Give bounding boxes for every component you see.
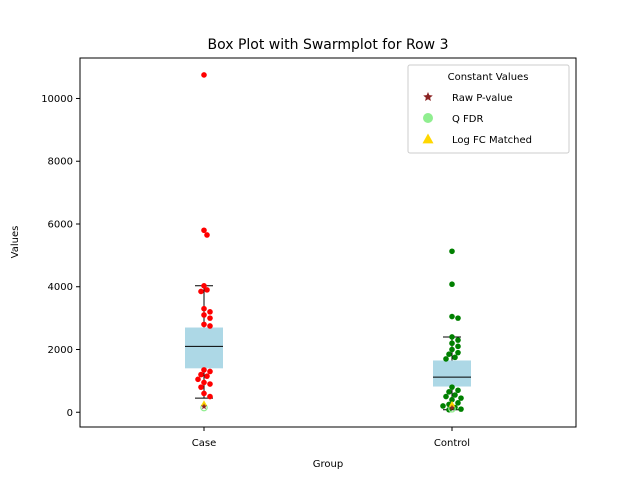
swarm-point [449,346,455,353]
swarm-point [446,389,452,395]
y-tick-label: 2000 [48,345,73,356]
swarm-point [201,390,207,397]
axes-frame [79,57,577,428]
swarm-point [449,334,455,340]
legend: Constant Values Raw P-value Q FDR Log FC M… [407,64,570,154]
legend-frame [407,64,570,154]
swarm-point [449,396,455,403]
legend-triangle-icon [422,133,434,144]
swarm-point [446,351,452,358]
y-tick-label: 4000 [48,282,73,293]
swarm-point [440,403,446,409]
swarm-point [458,395,464,401]
swarm-point [452,392,458,398]
swarm-point [201,283,207,289]
swarm-point [458,406,464,412]
swarm-point [449,384,455,390]
y-tick-label: 6000 [48,219,73,230]
swarm-point [455,387,461,394]
swarm-point [204,287,210,293]
swarm-point [449,313,455,320]
chart-title: Box Plot with Swarmplot for Row 3 [208,37,449,53]
swarm-point [201,312,207,318]
swarm-point [204,232,210,238]
swarm-point [455,315,461,321]
swarm-point [198,371,204,378]
y-tick-label: 0 [67,408,73,419]
legend-entry-label: Raw P-value [452,93,513,104]
swarm-point [455,349,461,356]
swarm-point [207,368,213,375]
swarm-point [207,309,213,315]
log-fc-marker [200,400,208,407]
swarm-point [455,343,461,350]
swarm-point [207,323,213,329]
swarm-point [198,384,204,390]
y-tick-label: 10000 [41,94,73,105]
box-case [185,285,223,399]
swarm-point [452,354,458,361]
swarm-point [449,340,455,347]
swarm-point [207,393,213,400]
swarm-point [207,381,213,387]
legend-circle-icon [423,113,433,123]
y-tick-label: 8000 [48,157,73,168]
swarm-point [449,248,455,255]
x-axis: Case Control [192,427,470,449]
log-fc-marker [448,400,456,407]
raw-p-marker [200,403,208,410]
y-axis: 0 2000 4000 6000 8000 10000 [41,94,80,419]
swarm-point [201,227,207,234]
swarm-point [201,305,207,312]
legend-entry-label: Q FDR [452,114,484,125]
swarm-point [455,400,461,406]
swarm-point [201,321,207,328]
swarm-point [207,315,213,321]
x-tick-label: Case [192,438,216,449]
swarm-point [443,393,449,400]
plot-area [185,72,471,413]
x-axis-label: Group [313,459,343,470]
raw-p-marker [448,404,456,411]
swarm-point [455,337,461,343]
swarm-point [443,356,449,362]
box-body [433,360,471,387]
legend-star-icon [423,92,433,102]
swarm-point [201,379,207,386]
x-tick-label: Control [434,438,470,449]
legend-title: Constant Values [448,72,529,83]
swarm-point [201,72,207,78]
swarm-point [204,373,210,379]
box-control [433,336,471,411]
swarm-point [201,367,207,373]
swarm-point [195,376,201,383]
legend-entry-label: Log FC Matched [452,135,532,146]
swarm-point [449,281,455,288]
swarm-point [198,288,204,295]
y-axis-label: Values [10,226,21,259]
box-body [185,327,223,369]
